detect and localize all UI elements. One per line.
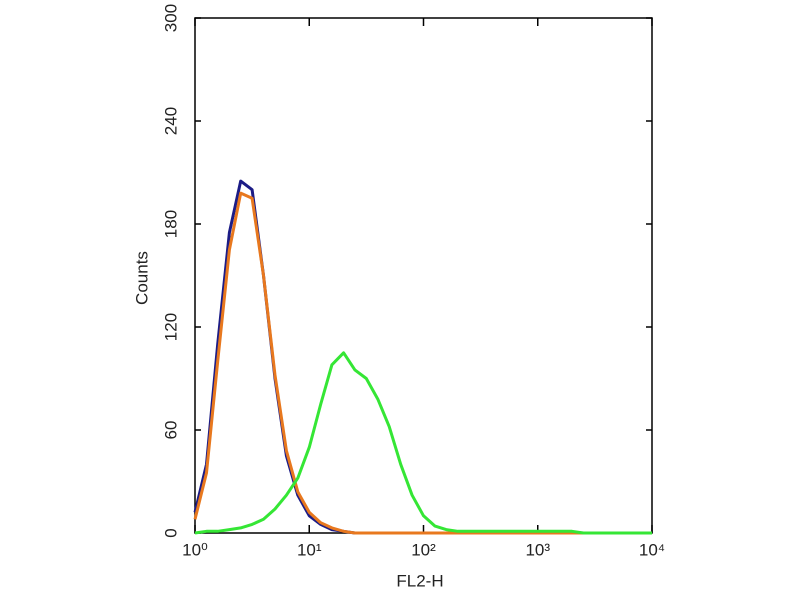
x-tick-label: 10³ (525, 540, 550, 559)
y-tick-label: 0 (161, 528, 180, 537)
x-tick-label: 10¹ (297, 540, 322, 559)
series-line (194, 351, 652, 535)
series-line (193, 191, 652, 535)
y-tick-label: 240 (161, 107, 180, 135)
y-tick-label: 180 (161, 210, 180, 238)
y-tick-label: 120 (161, 313, 180, 341)
x-tick-label: 10⁰ (182, 540, 208, 559)
x-tick-label: 10⁴ (639, 540, 665, 559)
y-axis-label: Counts (132, 251, 151, 305)
x-axis-label: FL2-H (396, 571, 443, 590)
x-tick-label: 10² (411, 540, 436, 559)
y-tick-label: 300 (161, 4, 180, 32)
y-tick-label: 60 (161, 421, 180, 440)
series-line (193, 179, 652, 535)
